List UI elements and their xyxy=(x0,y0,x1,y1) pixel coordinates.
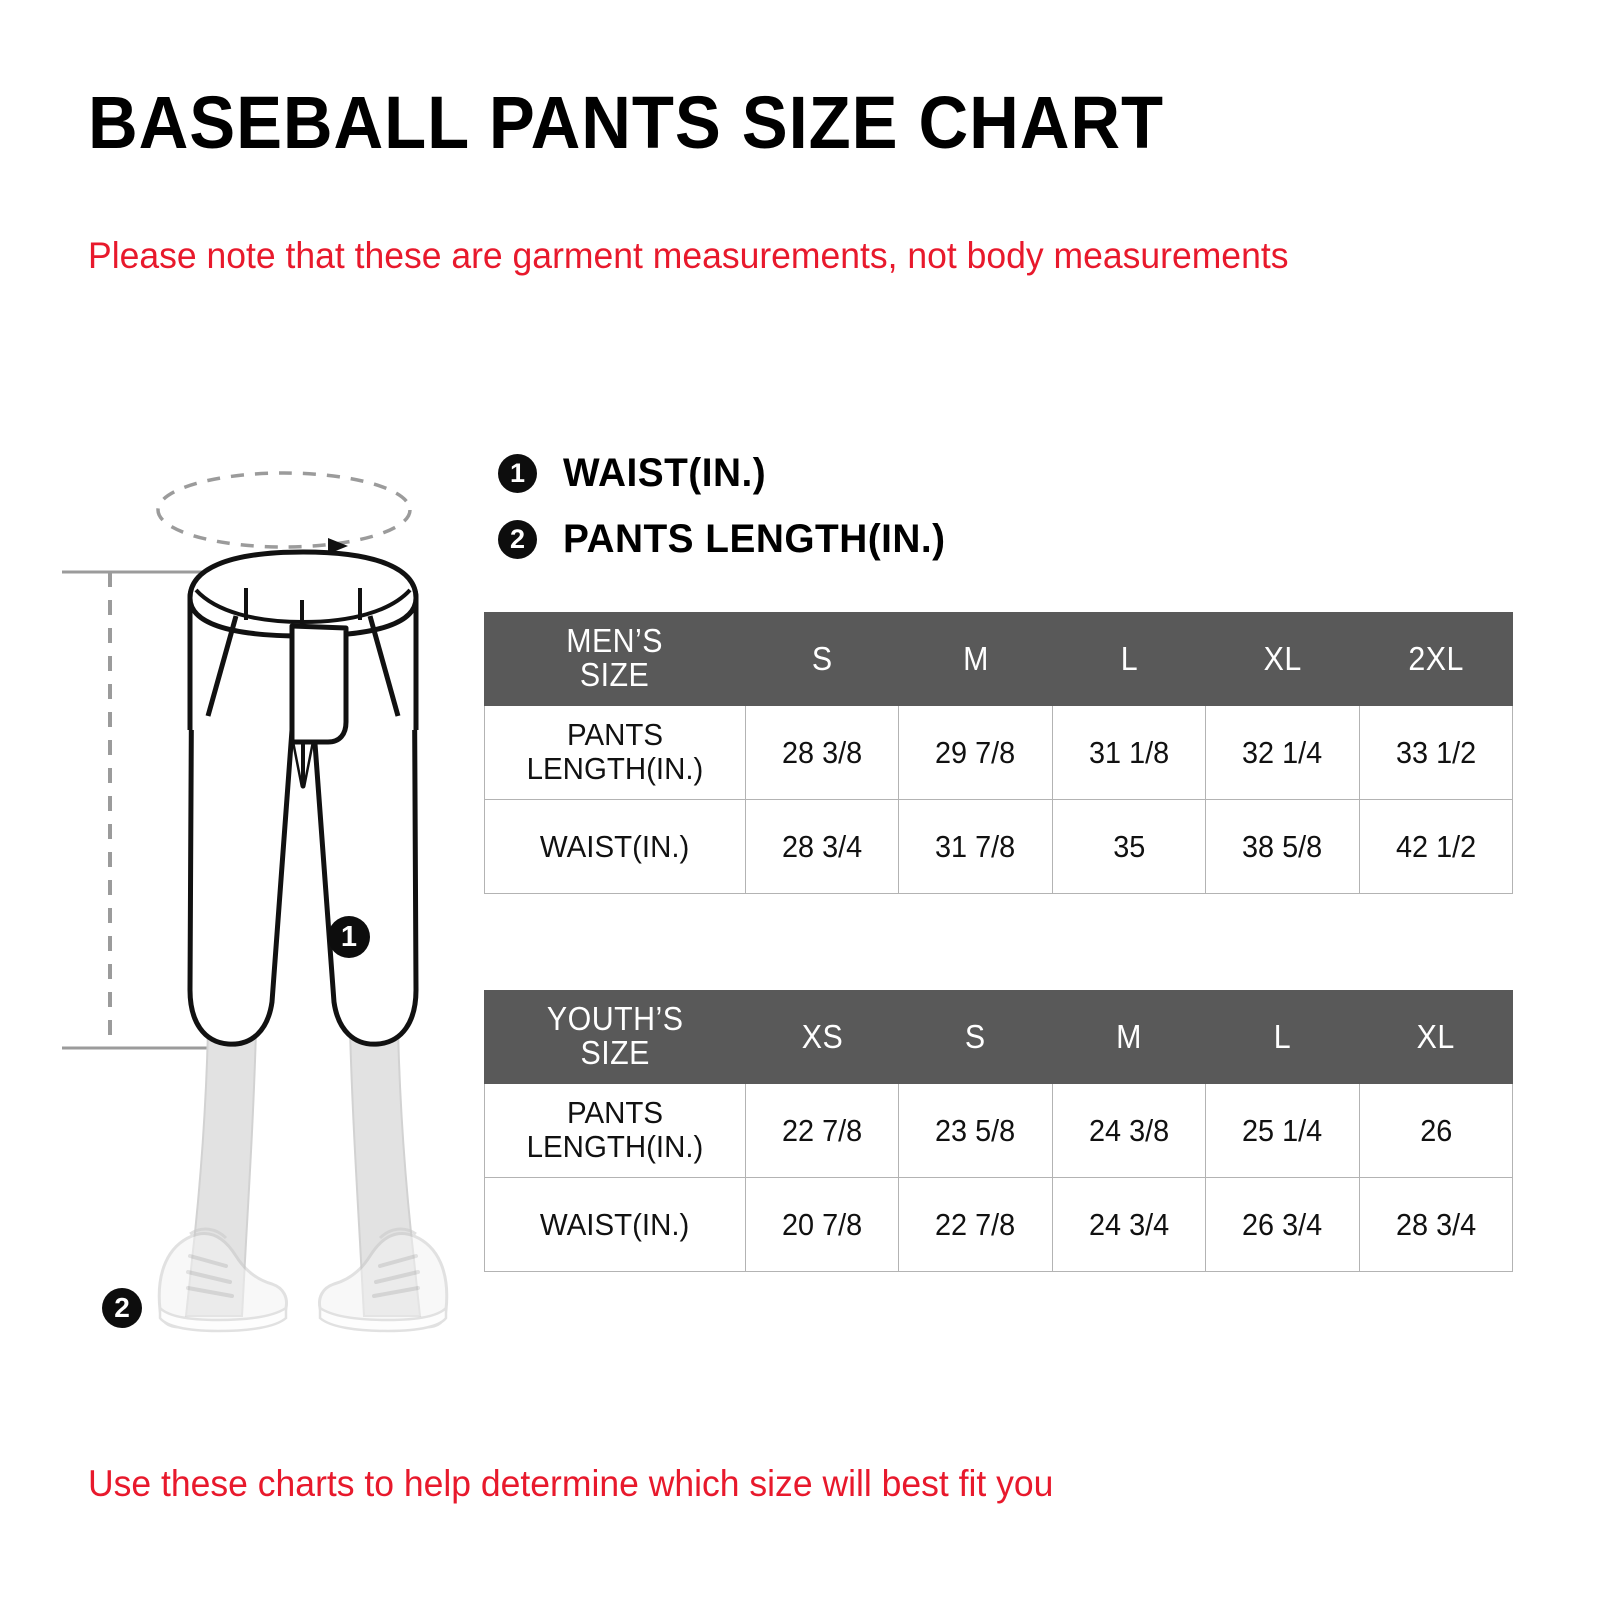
table-cell: 28 3/8 xyxy=(744,705,900,800)
table-cell: 25 1/4 xyxy=(1205,1083,1360,1178)
measurement-legend: 1 WAIST(IN.) 2 PANTS LENGTH(IN.) xyxy=(498,442,1118,574)
table-cell: 26 xyxy=(1358,1083,1514,1178)
mens-pants-length-row: PANTS LENGTH(IN.) 28 3/8 29 7/8 31 1/8 3… xyxy=(484,705,1514,800)
mens-size-col-m: M xyxy=(898,612,1053,706)
mens-row-label-pants-length: PANTS LENGTH(IN.) xyxy=(484,705,746,800)
youths-table-corner-header: YOUTH’S SIZE xyxy=(484,990,746,1084)
table-cell: 32 1/4 xyxy=(1205,705,1360,800)
youths-size-table: YOUTH’S SIZE XS S M L XL PANTS LENGTH(IN… xyxy=(484,990,1514,1272)
youths-row-label-pants-length: PANTS LENGTH(IN.) xyxy=(484,1083,746,1178)
pants-illustration: 1 2 xyxy=(40,430,500,1350)
mens-size-col-s: S xyxy=(744,612,900,706)
youths-corner-line1: YOUTH’S xyxy=(546,999,684,1037)
table-cell: 26 3/4 xyxy=(1205,1177,1360,1272)
legend-badge-2-icon: 2 xyxy=(498,519,537,559)
mens-waist-row: WAIST(IN.) 28 3/4 31 7/8 35 38 5/8 42 1/… xyxy=(484,799,1514,894)
legend-item-waist: 1 WAIST(IN.) xyxy=(498,442,1118,504)
pants-diagram-svg xyxy=(62,471,449,1333)
mens-len-label-line1: PANTS xyxy=(566,716,664,752)
mens-corner-line1: MEN’S xyxy=(566,621,664,659)
mens-size-table: MEN’S SIZE S M L XL 2XL PANTS LENGTH(IN.… xyxy=(484,612,1514,894)
youths-table-header-row: YOUTH’S SIZE XS S M L XL xyxy=(484,990,1514,1084)
left-pocket-seam xyxy=(205,615,239,717)
mens-row-label-waist: WAIST(IN.) xyxy=(484,799,746,894)
table-cell: 35 xyxy=(1051,799,1207,894)
legend-label-waist: WAIST(IN.) xyxy=(563,450,767,495)
youths-size-col-m: M xyxy=(1051,990,1207,1084)
youths-waist-row: WAIST(IN.) 20 7/8 22 7/8 24 3/4 26 3/4 2… xyxy=(484,1177,1514,1272)
youths-len-label-line2: LENGTH(IN.) xyxy=(526,1129,704,1165)
table-cell: 22 7/8 xyxy=(744,1083,900,1178)
mens-len-label-line2: LENGTH(IN.) xyxy=(526,751,704,787)
table-cell: 28 3/4 xyxy=(744,799,900,894)
length-marker-badge: 2 xyxy=(102,1288,142,1328)
waist-marker-badge: 1 xyxy=(328,916,370,958)
legend-item-pants-length: 2 PANTS LENGTH(IN.) xyxy=(498,508,1118,570)
mens-size-col-l: L xyxy=(1051,612,1207,706)
youths-size-col-s: S xyxy=(898,990,1053,1084)
table-cell: 38 5/8 xyxy=(1205,799,1360,894)
pants-fly-flap xyxy=(289,623,349,745)
table-cell: 23 5/8 xyxy=(898,1083,1053,1178)
youths-size-col-xs: XS xyxy=(744,990,900,1084)
waist-measure-ellipse xyxy=(156,471,412,549)
table-cell: 31 1/8 xyxy=(1051,705,1207,800)
left-sneaker xyxy=(157,1227,288,1333)
right-pocket-seam xyxy=(367,615,401,717)
mens-corner-line2: SIZE xyxy=(580,656,650,694)
mens-size-col-2xl: 2XL xyxy=(1358,612,1514,706)
table-cell: 31 7/8 xyxy=(898,799,1053,894)
youths-len-label-line1: PANTS xyxy=(566,1094,664,1130)
youths-size-col-l: L xyxy=(1205,990,1360,1084)
table-cell: 22 7/8 xyxy=(898,1177,1053,1272)
right-sneaker xyxy=(318,1227,449,1333)
youths-size-col-xl: XL xyxy=(1358,990,1514,1084)
table-cell: 42 1/2 xyxy=(1358,799,1514,894)
garment-measurement-note: Please note that these are garment measu… xyxy=(88,235,1289,276)
legend-label-pants-length: PANTS LENGTH(IN.) xyxy=(563,516,946,561)
table-cell: 24 3/8 xyxy=(1051,1083,1207,1178)
table-cell: 24 3/4 xyxy=(1051,1177,1207,1272)
mens-size-col-xl: XL xyxy=(1205,612,1360,706)
legend-badge-1-icon: 1 xyxy=(498,453,537,493)
table-cell: 29 7/8 xyxy=(898,705,1053,800)
size-help-note: Use these charts to help determine which… xyxy=(88,1463,1054,1504)
waist-measure-arrow xyxy=(328,538,348,554)
youths-row-label-waist: WAIST(IN.) xyxy=(484,1177,746,1272)
table-cell: 33 1/2 xyxy=(1358,705,1514,800)
page-title: BASEBALL PANTS SIZE CHART xyxy=(88,81,1164,164)
table-cell: 28 3/4 xyxy=(1358,1177,1514,1272)
youths-corner-line2: SIZE xyxy=(580,1034,650,1072)
youths-pants-length-row: PANTS LENGTH(IN.) 22 7/8 23 5/8 24 3/8 2… xyxy=(484,1083,1514,1178)
mens-table-header-row: MEN’S SIZE S M L XL 2XL xyxy=(484,612,1514,706)
mens-table-corner-header: MEN’S SIZE xyxy=(484,612,746,706)
table-cell: 20 7/8 xyxy=(744,1177,900,1272)
